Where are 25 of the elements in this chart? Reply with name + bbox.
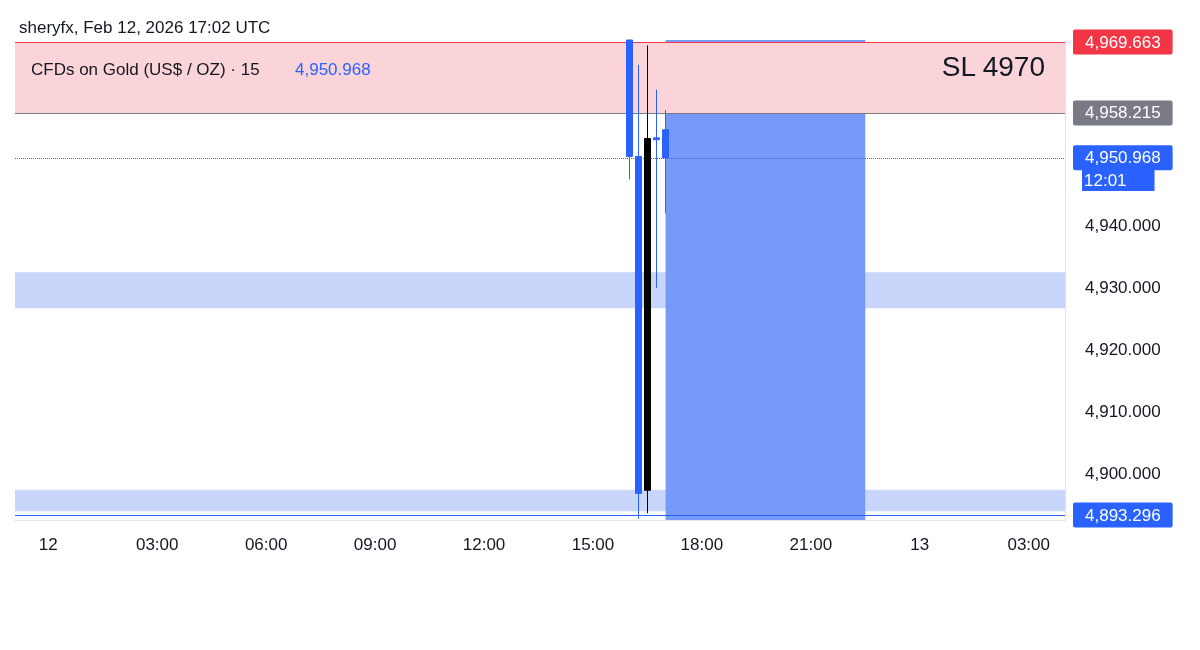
- x-tick-label: 15:00: [571, 535, 615, 554]
- x-tick-label: 06:00: [244, 535, 288, 554]
- candlestick: [644, 45, 651, 514]
- y-tick-label: 4,920.000: [1085, 340, 1161, 360]
- chart-title: sheryfx, Feb 12, 2026 17:02 UTC: [19, 18, 271, 37]
- x-tick-label: 03:00: [135, 535, 179, 554]
- x-tick-label: 18:00: [680, 535, 724, 554]
- x-tick-label: 12: [38, 535, 58, 554]
- ref-line-label: 4,893.296: [1085, 505, 1161, 525]
- text: CFDs on Gold (US$ / OZ) · 15: [31, 60, 260, 79]
- ref-line-label: 4,969.663: [1085, 32, 1161, 52]
- ref-line-label: 4,950.968: [1085, 148, 1161, 168]
- ref-line-label: 4,958.215: [1085, 103, 1161, 123]
- x-tick-label: 13: [910, 535, 930, 554]
- band-label: SL 4970: [941, 50, 1045, 82]
- x-tick-label: 12:00: [462, 535, 506, 554]
- x-tick-label: 09:00: [353, 535, 397, 554]
- x-tick-label: 03:00: [1007, 535, 1050, 554]
- y-tick-label: 4,910.000: [1085, 402, 1161, 422]
- y-tick-label: 4,940.000: [1085, 216, 1161, 236]
- annotation: 4,950.968: [295, 60, 371, 79]
- text: 12:01: [1084, 171, 1127, 190]
- y-tick-label: 4,900.000: [1085, 464, 1161, 484]
- y-tick-label: 4,930.000: [1085, 278, 1161, 298]
- x-tick-label: 21:00: [789, 535, 833, 554]
